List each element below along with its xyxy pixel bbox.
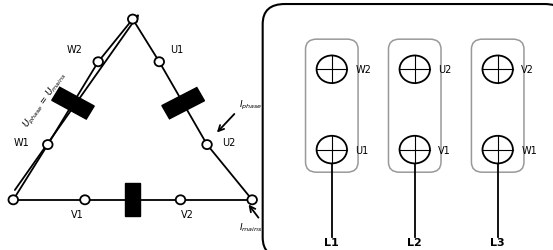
Text: L1: L1 xyxy=(325,238,339,248)
FancyBboxPatch shape xyxy=(471,40,524,172)
Text: W1: W1 xyxy=(521,145,537,155)
Circle shape xyxy=(154,58,164,67)
Circle shape xyxy=(80,196,90,204)
Text: W1: W1 xyxy=(13,137,29,147)
Circle shape xyxy=(316,56,347,84)
Circle shape xyxy=(399,56,430,84)
Text: V2: V2 xyxy=(521,65,534,75)
Text: $I_{phase}$: $I_{phase}$ xyxy=(239,99,262,112)
FancyBboxPatch shape xyxy=(263,5,553,250)
Circle shape xyxy=(43,140,53,149)
Text: W2: W2 xyxy=(355,65,371,75)
Text: V1: V1 xyxy=(71,210,84,220)
Circle shape xyxy=(399,136,430,164)
Circle shape xyxy=(93,58,103,67)
Circle shape xyxy=(316,136,347,164)
Text: $U_{phase}$ = $U_{mains}$: $U_{phase}$ = $U_{mains}$ xyxy=(20,69,70,131)
Polygon shape xyxy=(52,88,94,120)
Circle shape xyxy=(202,140,212,149)
Text: U2: U2 xyxy=(438,65,452,75)
Circle shape xyxy=(8,196,18,204)
Text: L3: L3 xyxy=(491,238,505,248)
Circle shape xyxy=(482,136,513,164)
Circle shape xyxy=(482,56,513,84)
Text: U1: U1 xyxy=(170,44,183,54)
Circle shape xyxy=(176,196,185,204)
Text: V2: V2 xyxy=(181,210,194,220)
FancyBboxPatch shape xyxy=(388,40,441,172)
Text: V1: V1 xyxy=(438,145,451,155)
FancyBboxPatch shape xyxy=(305,40,358,172)
Polygon shape xyxy=(162,88,205,119)
Circle shape xyxy=(247,196,257,204)
Text: L2: L2 xyxy=(408,238,422,248)
Circle shape xyxy=(128,16,138,24)
Text: $I_{mains}$: $I_{mains}$ xyxy=(239,221,263,234)
Text: W2: W2 xyxy=(66,44,82,54)
Text: U1: U1 xyxy=(355,145,368,155)
Polygon shape xyxy=(126,184,140,216)
Text: U2: U2 xyxy=(222,137,235,147)
